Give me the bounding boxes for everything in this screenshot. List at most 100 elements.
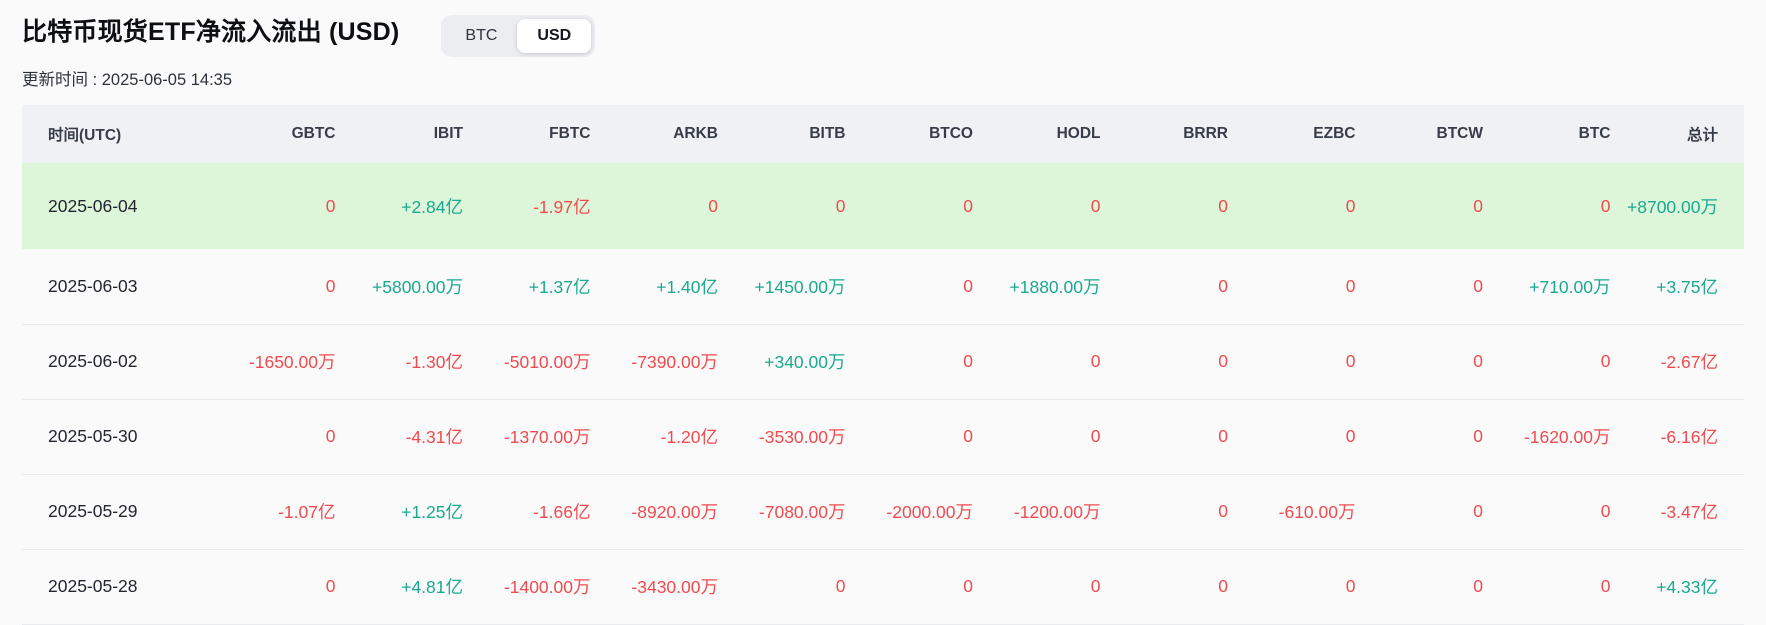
flow-value-cell: 0 — [1473, 501, 1483, 521]
flow-value-cell: 0 — [1345, 426, 1356, 446]
flow-value-cell: 0 — [1473, 426, 1483, 446]
flow-value-cell: 0 — [1473, 351, 1483, 371]
flow-value-cell: -1400.00万 — [503, 577, 591, 597]
flow-value-cell: 0 — [1090, 426, 1101, 446]
table-row: 2025-05-30 0 -4.31亿 -1370.00万 -1.20亿 -3530.00… — [22, 399, 1744, 474]
flow-value-cell: -8920.00万 — [631, 502, 718, 522]
flow-value-cell: +5800.00万 — [372, 276, 463, 297]
flow-value-cell: 0 — [325, 275, 336, 296]
update-time: 更新时间 : 2025-06-05 14:35 — [22, 71, 233, 89]
flow-value-cell: +340.00万 — [764, 352, 846, 372]
toggle-btc-button[interactable]: BTC — [445, 19, 517, 53]
column-header-brrr: BRRR — [1183, 125, 1228, 142]
flow-value-cell: +1.37亿 — [528, 276, 591, 297]
flow-value-cell: 0 — [1218, 576, 1228, 596]
flow-value-cell: -3430.00万 — [631, 577, 718, 597]
flow-value-cell: 0 — [963, 275, 973, 296]
flow-value-cell: -3530.00万 — [758, 427, 846, 447]
table-row: 2025-05-29 -1.07亿 +1.25亿 -1.66亿 -8920.00万 -70… — [22, 474, 1744, 549]
column-header-gbtc: GBTC — [291, 125, 336, 142]
flow-value-cell: +1.25亿 — [401, 502, 463, 522]
table-row: 2025-06-04 0 +2.84亿 -1.97亿 0 0 0 0 0 0 0 0 +8700.00万 — [22, 163, 1744, 249]
flow-value-cell: 0 — [1218, 426, 1228, 446]
table-header-row: 时间(UTC) GBTC IBIT FBTC ARKB BITB BTCO HODL BRRR E… — [22, 105, 1744, 163]
flow-value-cell: 0 — [963, 195, 973, 216]
column-header-ezbc: EZBC — [1313, 125, 1356, 142]
flow-value-cell: -1.20亿 — [660, 427, 718, 447]
flow-value-cell: -1.66亿 — [533, 502, 591, 522]
flow-value-cell: -5010.00万 — [503, 352, 591, 372]
table-row: 2025-06-02 -1650.00万 -1.30亿 -5010.00万 -7390.… — [22, 324, 1744, 399]
column-header-: 总计 — [1686, 127, 1718, 144]
flow-value-cell: 0 — [1218, 501, 1228, 521]
flow-value-cell: 0 — [325, 576, 336, 596]
date-cell: 2025-05-28 — [48, 576, 138, 596]
flow-value-cell: 0 — [325, 195, 336, 216]
flow-value-cell: 0 — [1600, 195, 1611, 216]
toggle-usd-button[interactable]: USD — [517, 19, 592, 53]
date-cell: 2025-06-04 — [48, 195, 138, 216]
table-row: 2025-06-03 0 +5800.00万 +1.37亿 +1.40亿 +1450.00… — [22, 249, 1744, 324]
flow-value-cell: 0 — [1600, 351, 1611, 371]
currency-toggle: BTC USD — [441, 15, 596, 57]
column-header-bitb: BITB — [809, 125, 846, 142]
flow-value-cell: -3.47亿 — [1660, 502, 1718, 522]
flow-value-cell: 0 — [835, 576, 846, 596]
flow-value-cell: +8700.00万 — [1627, 196, 1718, 217]
flow-value-cell: -1.30亿 — [405, 352, 463, 372]
flow-value-cell: +710.00万 — [1529, 276, 1611, 297]
flow-value-cell: 0 — [1345, 576, 1356, 596]
column-header-utc: 时间(UTC) — [48, 127, 122, 144]
flow-value-cell: 0 — [835, 195, 846, 216]
flow-value-cell: -2000.00万 — [886, 502, 973, 522]
flow-value-cell: 0 — [1473, 195, 1483, 216]
flow-value-cell: -6.16亿 — [1660, 427, 1718, 447]
table-header: 时间(UTC) GBTC IBIT FBTC ARKB BITB BTCO HODL BRRR E… — [22, 105, 1744, 163]
flow-value-cell: 0 — [1218, 195, 1228, 216]
flow-value-cell: -1650.00万 — [248, 352, 336, 372]
flow-value-cell: +4.81亿 — [401, 577, 463, 597]
flow-value-cell: 0 — [1345, 195, 1356, 216]
flow-value-cell: -7390.00万 — [631, 352, 718, 372]
flow-value-cell: 0 — [708, 195, 718, 216]
column-header-fbtc: FBTC — [549, 125, 591, 142]
flow-value-cell: 0 — [1345, 275, 1356, 296]
date-cell: 2025-05-29 — [48, 501, 138, 521]
flow-value-cell: 0 — [1473, 576, 1483, 596]
date-cell: 2025-06-02 — [48, 351, 138, 371]
flow-value-cell: -7080.00万 — [758, 502, 846, 522]
flow-value-cell: +2.84亿 — [401, 196, 463, 217]
flow-value-cell: 0 — [963, 351, 973, 371]
column-header-btco: BTCO — [929, 125, 973, 142]
flow-value-cell: -1370.00万 — [503, 427, 591, 447]
flow-value-cell: 0 — [1600, 501, 1611, 521]
flow-value-cell: +3.75亿 — [1656, 276, 1718, 297]
page-title: 比特币现货ETF净流入流出 (USD) — [22, 18, 400, 46]
flow-value-cell: 0 — [1090, 351, 1101, 371]
flow-value-cell: 0 — [1600, 576, 1611, 596]
flow-value-cell: -2.67亿 — [1660, 352, 1718, 372]
flow-value-cell: 0 — [325, 426, 336, 446]
flow-value-cell: +1450.00万 — [754, 276, 846, 297]
flow-value-cell: -1200.00万 — [1013, 502, 1101, 522]
table-row: 2025-05-28 0 +4.81亿 -1400.00万 -3430.00万 0 0 0 0 0… — [22, 549, 1744, 624]
flow-value-cell: -1620.00万 — [1523, 427, 1611, 447]
flow-value-cell: 0 — [963, 426, 973, 446]
flow-value-cell: -4.31亿 — [405, 427, 463, 447]
date-cell: 2025-05-30 — [48, 426, 138, 446]
page-header: 比特币现货ETF净流入流出 (USD) BTC USD — [0, 0, 1766, 57]
table-body: 2025-06-04 0 +2.84亿 -1.97亿 0 0 0 0 0 0 0 0 +8700.00万… — [22, 163, 1744, 624]
flow-value-cell: 0 — [963, 576, 973, 596]
flow-value-cell: 0 — [1473, 275, 1483, 296]
flow-value-cell: -1.97亿 — [533, 196, 591, 217]
column-header-hodl: HODL — [1056, 125, 1101, 142]
column-header-arkb: ARKB — [673, 125, 718, 142]
flow-value-cell: -610.00万 — [1278, 502, 1356, 522]
flow-value-cell: +1880.00万 — [1009, 276, 1101, 297]
column-header-btcw: BTCW — [1436, 125, 1484, 142]
flow-value-cell: +1.40亿 — [656, 276, 718, 297]
flow-value-cell: 0 — [1345, 351, 1356, 371]
flow-value-cell: 0 — [1090, 576, 1101, 596]
flow-value-cell: -1.07亿 — [278, 502, 336, 522]
flow-value-cell: +4.33亿 — [1656, 577, 1718, 597]
